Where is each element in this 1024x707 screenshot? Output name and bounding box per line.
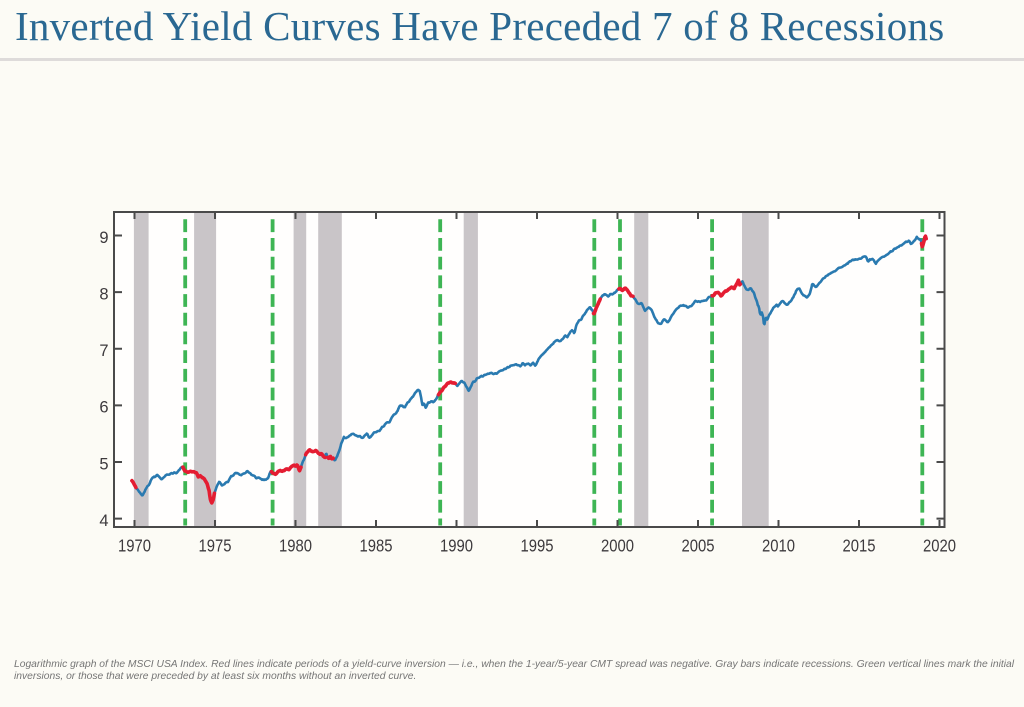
svg-text:7: 7: [99, 342, 108, 360]
svg-text:2020: 2020: [923, 536, 956, 556]
svg-text:4: 4: [99, 512, 108, 530]
svg-text:2000: 2000: [601, 536, 634, 556]
svg-text:1990: 1990: [440, 536, 473, 556]
svg-text:1970: 1970: [118, 536, 151, 556]
svg-text:1975: 1975: [199, 536, 232, 556]
svg-text:6: 6: [99, 399, 108, 417]
svg-text:2010: 2010: [762, 536, 795, 556]
svg-text:5: 5: [99, 455, 108, 473]
svg-text:2005: 2005: [682, 536, 715, 556]
svg-text:1985: 1985: [360, 536, 393, 556]
svg-text:1995: 1995: [521, 536, 554, 556]
svg-text:2015: 2015: [843, 536, 876, 556]
svg-text:9: 9: [99, 229, 108, 247]
svg-text:8: 8: [99, 285, 108, 303]
svg-text:1980: 1980: [279, 536, 312, 556]
